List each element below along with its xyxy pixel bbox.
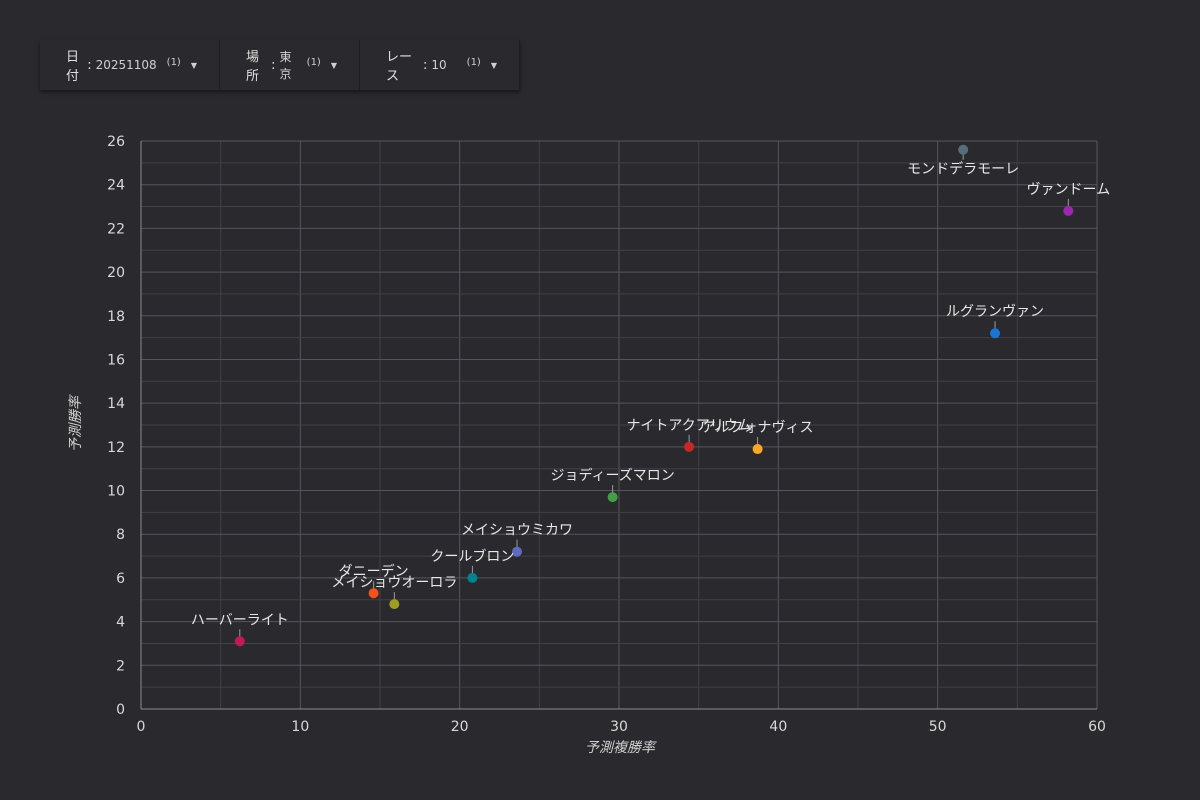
race-filter-value: 10	[431, 58, 447, 72]
filter-bar: 日付 : 20251108 (1) ▼ 場所 : 東京 (1) ▼ レース : …	[40, 40, 520, 90]
point-marker[interactable]	[607, 492, 618, 503]
point-label: アルフォナヴィス	[702, 419, 814, 436]
y-tick-label: 26	[107, 134, 125, 150]
venue-filter-label: 場所	[246, 50, 260, 84]
point-label: モンドデラモーレ	[907, 161, 1019, 178]
y-tick-label: 6	[116, 571, 125, 587]
data-points: モンドデラモーレヴァンドームルグランヴァンナイトアクアリウムアルフォナヴィスジョ…	[191, 144, 1111, 647]
y-tick-label: 16	[107, 352, 125, 368]
scatter-point[interactable]: アルフォナヴィス	[702, 419, 814, 455]
venue-filter[interactable]: 場所 : 東京 (1) ▼	[220, 40, 360, 90]
chevron-down-icon[interactable]: ▼	[330, 60, 337, 70]
y-tick-label: 20	[107, 265, 125, 281]
point-label: ジョディーズマロン	[550, 467, 674, 484]
date-filter[interactable]: 日付 : 20251108 (1) ▼	[40, 40, 220, 90]
y-tick-label: 4	[116, 615, 125, 631]
chevron-down-icon[interactable]: ▼	[190, 60, 197, 70]
race-filter-count: (1)	[466, 56, 481, 68]
date-filter-value: 20251108	[95, 58, 157, 72]
point-marker[interactable]	[684, 441, 695, 452]
date-filter-label: 日付	[66, 50, 80, 84]
race-filter-label: レース	[386, 50, 413, 84]
scatter-point[interactable]: メイショウミカワ	[461, 523, 573, 557]
scatter-point[interactable]: ルグランヴァン	[946, 303, 1044, 339]
scatter-point[interactable]: クールブロン	[430, 548, 514, 583]
date-filter-colon: :	[87, 57, 92, 73]
point-marker[interactable]	[512, 546, 523, 557]
point-marker[interactable]	[389, 599, 400, 610]
point-marker[interactable]	[234, 636, 245, 647]
x-tick-label: 0	[137, 719, 146, 735]
y-tick-label: 12	[107, 440, 125, 456]
point-label: ダニーデン	[339, 563, 409, 580]
point-label: メイショウミカワ	[461, 523, 573, 539]
y-tick-label: 0	[116, 702, 125, 718]
scatter-point[interactable]: ジョディーズマロン	[550, 467, 675, 503]
x-axis-title: 予測複勝率	[585, 740, 657, 756]
y-axis-title: 予測勝率	[68, 394, 84, 452]
point-marker[interactable]	[467, 572, 478, 583]
scatter-point[interactable]: ハーバーライト	[191, 612, 289, 647]
chevron-down-icon[interactable]: ▼	[490, 60, 497, 70]
scatter-point[interactable]: モンドデラモーレ	[907, 144, 1019, 178]
x-tick-label: 40	[769, 719, 787, 735]
y-tick-label: 2	[116, 658, 125, 674]
x-tick-label: 50	[929, 719, 947, 735]
point-label: ヴァンドーム	[1027, 181, 1111, 198]
point-label: ルグランヴァン	[946, 303, 1044, 320]
point-marker[interactable]	[1063, 205, 1074, 216]
point-label: クールブロン	[430, 548, 514, 565]
x-tick-label: 20	[451, 719, 469, 735]
point-marker[interactable]	[368, 588, 379, 599]
y-tick-label: 22	[107, 221, 125, 237]
y-tick-label: 18	[107, 309, 125, 325]
point-label: ナイトアクアリウム	[626, 418, 751, 434]
point-label: ハーバーライト	[191, 612, 289, 628]
x-tick-label: 30	[610, 719, 628, 735]
venue-filter-count: (1)	[306, 56, 321, 68]
grid	[140, 140, 1098, 710]
point-marker[interactable]	[752, 444, 763, 455]
y-tick-label: 14	[107, 396, 125, 412]
scatter-point[interactable]: ナイトアクアリウム	[626, 418, 752, 452]
date-filter-count: (1)	[166, 56, 181, 68]
venue-filter-colon: :	[271, 57, 276, 73]
scatter-point[interactable]: ダニーデン	[339, 563, 409, 599]
scatter-point[interactable]: ヴァンドーム	[1027, 181, 1111, 216]
y-tick-label: 10	[107, 484, 125, 500]
point-label: メイショウオーロラ	[331, 575, 457, 591]
race-filter-colon: :	[423, 57, 428, 73]
y-tick-label: 8	[116, 527, 125, 543]
point-marker[interactable]	[990, 328, 1001, 339]
y-tick-label: 24	[107, 178, 125, 194]
race-filter[interactable]: レース : 10 (1) ▼	[360, 40, 520, 90]
venue-filter-value: 東京	[279, 50, 292, 81]
scatter-point[interactable]: メイショウオーロラ	[331, 575, 457, 610]
x-tick-label: 60	[1088, 719, 1106, 735]
x-tick-label: 10	[291, 719, 309, 735]
point-marker[interactable]	[958, 144, 969, 155]
